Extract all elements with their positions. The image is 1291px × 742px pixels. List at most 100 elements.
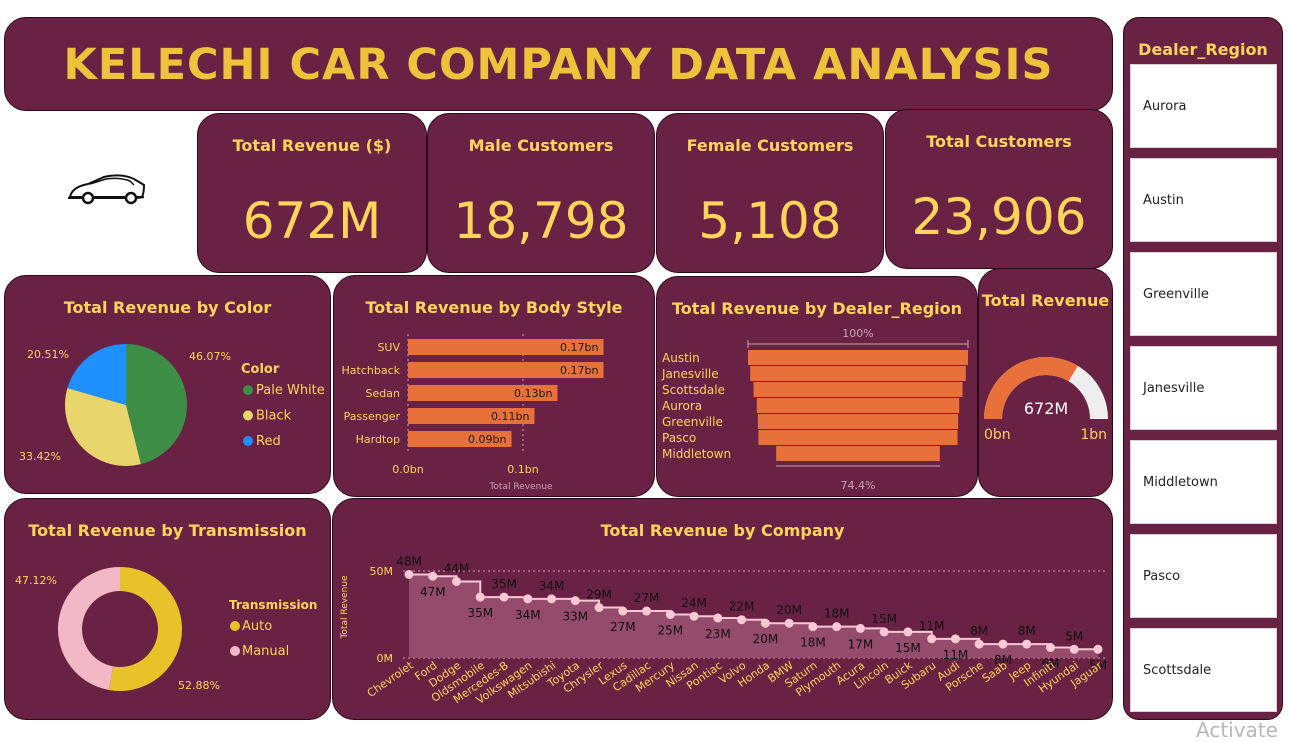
data-label: 5M <box>1089 658 1107 672</box>
kpi-title: Total Revenue ($) <box>232 136 392 155</box>
bar <box>408 385 558 401</box>
category-label: Austin <box>662 351 700 365</box>
data-point <box>665 610 675 619</box>
slice-label: 46.07% <box>189 350 231 363</box>
data-label: 0.17bn <box>560 341 598 354</box>
tick-label: 0.1bn <box>507 463 538 476</box>
logo <box>30 135 180 235</box>
body-style-bar-chart: 0.0bn 0.1bn SUV 0.17bn Hatchback 0.17bn Sedan 0… <box>342 334 604 492</box>
gauge-max-label: 1bn <box>1080 427 1107 443</box>
data-point <box>499 592 509 602</box>
data-point <box>452 576 462 586</box>
data-point <box>737 615 747 625</box>
category-label: Middletown <box>662 447 731 461</box>
slicer-title: Dealer_Region <box>1138 40 1268 59</box>
data-point <box>428 571 438 581</box>
data-label: 11M <box>943 648 969 662</box>
data-label: 35M <box>467 606 493 620</box>
pie-slice <box>65 388 141 466</box>
data-point <box>642 606 652 616</box>
legend-dot <box>243 436 253 446</box>
data-label: 8M <box>970 624 988 638</box>
legend-label: Manual <box>242 644 289 659</box>
slicer-item[interactable]: Pasco <box>1130 534 1277 618</box>
data-label: 6M <box>1041 657 1059 671</box>
legend-label: Auto <box>242 619 272 634</box>
data-point <box>974 639 984 649</box>
data-label: 5M <box>1065 629 1083 643</box>
data-point <box>998 639 1008 649</box>
data-label: 8M <box>1018 624 1036 638</box>
slice-label: 33.42% <box>19 450 61 463</box>
kpi-female-customers: Female Customers 5,108 <box>656 113 884 273</box>
slice-label: 52.88% <box>178 679 220 692</box>
chart-revenue-by-color: Total Revenue by Color 46.07% 33.42% 20.51… <box>4 275 331 494</box>
data-point <box>832 622 842 632</box>
activation-watermark: Activate <box>1196 718 1278 742</box>
category-label: Pasco <box>662 431 696 445</box>
slicer-item[interactable]: Greenville <box>1130 252 1277 336</box>
kpi-value: 18,798 <box>453 192 629 250</box>
slicer-item[interactable]: Aurora <box>1130 64 1277 148</box>
data-label: 0.11bn <box>491 410 529 423</box>
chart-title: Total Revenue by Dealer_Region <box>671 299 963 318</box>
data-label: 0.09bn <box>468 433 506 446</box>
kpi-title: Total Customers <box>926 132 1072 151</box>
data-point <box>784 618 794 628</box>
data-label: 20M <box>753 632 779 646</box>
slicer-item[interactable]: Janesville <box>1130 346 1277 430</box>
data-point <box>760 618 770 628</box>
pie-slice <box>67 344 126 405</box>
category-label: Aurora <box>662 399 702 413</box>
data-point <box>1093 644 1103 654</box>
funnel-bar <box>757 414 959 429</box>
data-label: 34M <box>539 579 565 593</box>
kpi-value: 23,906 <box>911 188 1087 246</box>
legend-title: Transmission <box>229 598 317 612</box>
data-label: 34M <box>515 608 541 622</box>
category-label: Hatchback <box>342 364 401 377</box>
data-point <box>1022 639 1032 649</box>
data-label: 8M <box>994 653 1012 667</box>
category-label: Hardtop <box>356 433 400 446</box>
data-point <box>570 596 580 606</box>
data-point <box>689 611 699 621</box>
kpi-value: 672M <box>242 192 382 250</box>
data-point <box>950 634 960 644</box>
slicer-item[interactable]: Austin <box>1130 158 1277 242</box>
data-label: 0.13bn <box>514 387 552 400</box>
slicer-item[interactable]: Scottsdale <box>1130 628 1277 712</box>
chart-title: Total Revenue by Color <box>63 298 272 317</box>
category-label: Greenville <box>662 415 723 429</box>
chart-title: Total Revenue by Company <box>600 521 845 540</box>
data-point <box>1045 643 1055 653</box>
chart-revenue-by-dealer-region: Total Revenue by Dealer_Region 100% Austi… <box>656 276 978 497</box>
funnel-bar <box>758 430 958 445</box>
data-label: 24M <box>681 596 707 610</box>
data-point <box>594 603 604 613</box>
legend-title: Color <box>241 362 280 377</box>
category-label: SUV <box>377 341 400 354</box>
data-point <box>879 627 889 637</box>
funnel-bar <box>748 350 968 365</box>
data-label: 27M <box>634 591 660 605</box>
data-point <box>475 592 485 602</box>
chart-title: Total Revenue by Transmission <box>28 521 307 540</box>
transmission-donut-chart: 52.88% 47.12% Transmission Auto Manual <box>15 567 317 692</box>
funnel-bar <box>756 398 960 413</box>
chart-revenue-by-transmission: Total Revenue by Transmission 52.88% 47.1… <box>4 498 331 720</box>
data-label: 22M <box>729 600 755 614</box>
chart-title: Total Revenue by Body Style <box>365 298 623 317</box>
data-label: 11M <box>919 619 945 633</box>
tick-label: 0.0bn <box>392 463 423 476</box>
bottom-percent-label: 74.4% <box>841 479 876 492</box>
data-label: 18M <box>800 636 826 650</box>
data-point <box>855 623 865 633</box>
data-point <box>808 622 818 632</box>
dealer-region-slicer: Dealer_Region Aurora Austin Greenville Jane… <box>1123 17 1283 720</box>
bar <box>408 362 604 378</box>
category-label: Scottsdale <box>662 383 725 397</box>
gauge-fill <box>984 357 1078 419</box>
donut-slice <box>108 567 183 691</box>
slicer-item[interactable]: Middletown <box>1130 440 1277 524</box>
